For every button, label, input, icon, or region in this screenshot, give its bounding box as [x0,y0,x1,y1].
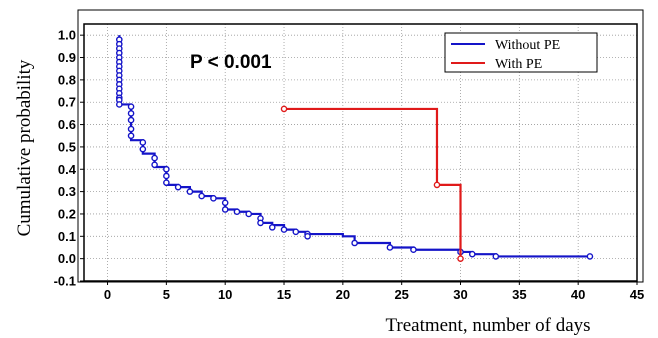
series-layer [115,35,594,262]
censor-point-without-pe [245,210,253,218]
censor-point-without-pe [268,224,276,231]
censor-point-without-pe [127,103,135,110]
y-tick-label: 0.3 [58,184,76,199]
censor-point-without-pe [492,253,500,260]
censor-point-with-pe [280,105,288,113]
censor-point-without-pe [210,195,217,202]
censor-point-without-pe [151,154,158,162]
y-tick-label: 0.7 [58,95,76,110]
p-value-annotation: P < 0.001 [190,52,272,73]
censor-point-without-pe [127,132,135,140]
censor-point-with-pe [457,255,464,262]
censor-point-without-pe [127,110,135,117]
x-tick-label: 25 [394,287,408,302]
x-tick-label: 15 [277,287,291,302]
censor-point-without-pe [127,125,135,133]
censor-point-without-pe [151,161,158,169]
y-tick-label: 0.4 [58,162,77,177]
y-tick-label: 0.0 [58,251,76,266]
legend: Without PE With PE [444,32,598,73]
censor-point-without-pe [386,244,394,251]
censor-point-without-pe [233,208,241,216]
censor-point-without-pe [257,219,264,227]
y-axis-ticks: -0.1 0.0 0.1 0.2 0.3 0.4 0.5 0.6 0.7 0.8 0.9 1.0 [54,28,84,289]
y-tick-label: 0.9 [58,50,76,65]
censor-point-without-pe [139,139,147,146]
y-tick-label: 0.8 [58,72,76,87]
x-tick-label: 40 [571,287,585,302]
censor-point-without-pe [410,246,417,254]
censor-point-without-pe [174,183,182,191]
legend-label-without-pe: Without PE [495,38,560,53]
x-tick-label: 0 [104,287,111,302]
censor-point-without-pe [115,101,123,108]
censor-point-without-pe [163,179,170,186]
censor-point-without-pe [280,226,288,233]
censor-point-without-pe [139,145,147,153]
censor-point-without-pe [586,253,594,260]
censor-point-without-pe [468,250,476,258]
y-tick-label: 0.1 [58,229,76,244]
censor-point-without-pe [221,199,229,207]
censor-point-without-pe [304,233,311,240]
x-tick-label: 30 [453,287,467,302]
x-tick-label: 35 [512,287,526,302]
x-axis-ticks: 0 5 10 15 20 25 30 35 40 45 [104,281,644,302]
censor-point-with-pe [433,181,441,189]
x-tick-label: 20 [336,287,350,302]
plot-area [83,23,638,282]
y-axis-title: Cumulative probability [14,59,35,236]
censor-point-without-pe [221,206,229,213]
censor-point-without-pe [163,172,170,180]
censor-point-without-pe [127,116,135,124]
y-tick-label: -0.1 [54,274,76,289]
censor-point-without-pe [198,192,205,200]
y-tick-label: 1.0 [58,28,76,43]
x-tick-label: 5 [163,287,170,302]
x-axis-title: Treatment, number of days [385,315,590,336]
censor-point-without-pe [186,188,194,195]
y-tick-label: 0.2 [58,206,76,221]
y-tick-label: 0.6 [58,117,76,132]
censor-point-without-pe [163,165,170,173]
y-tick-label: 0.5 [58,139,76,154]
censor-point-without-pe [292,228,300,236]
x-tick-label: 10 [218,287,232,302]
x-tick-label: 45 [630,287,644,302]
censor-point-without-pe [351,239,358,247]
legend-box [444,32,598,73]
legend-label-with-pe: With PE [495,57,542,72]
